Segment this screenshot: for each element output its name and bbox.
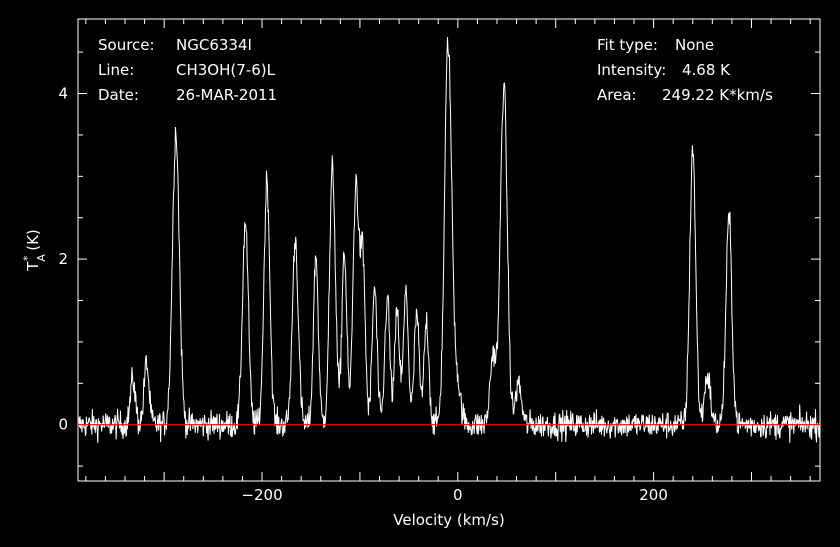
fit-type-value: None: [675, 36, 715, 54]
date-label: Date:: [98, 86, 139, 104]
x-tick-label: −200: [241, 486, 282, 504]
date-value: 26-MAR-2011: [176, 86, 278, 104]
x-tick-label: 0: [453, 486, 463, 504]
axis-ticks: [78, 19, 820, 481]
area-label: Area:: [597, 86, 637, 104]
intensity-label: Intensity:: [597, 61, 667, 79]
x-tick-label: 200: [639, 486, 668, 504]
y-tick-label: 0: [58, 416, 68, 434]
y-axis-label: TA* (K): [21, 229, 48, 272]
area-value: 249.22 K*km/s: [662, 86, 773, 104]
spectrum-line: [77, 37, 821, 443]
axis-tick-labels: −200 0 200 0 2 4: [58, 85, 667, 504]
x-axis-label: Velocity (km/s): [393, 511, 504, 529]
line-value: CH3OH(7-6)L: [176, 61, 275, 79]
intensity-value: 4.68 K: [682, 61, 731, 79]
y-tick-label: 2: [58, 250, 68, 268]
source-label: Source:: [98, 36, 155, 54]
svg-text:TA* (K): TA* (K): [21, 229, 48, 272]
plot-frame: [77, 18, 821, 482]
source-value: NGC6334I: [176, 36, 252, 54]
fit-type-label: Fit type:: [597, 36, 658, 54]
y-tick-label: 4: [58, 85, 68, 103]
line-label: Line:: [98, 61, 135, 79]
